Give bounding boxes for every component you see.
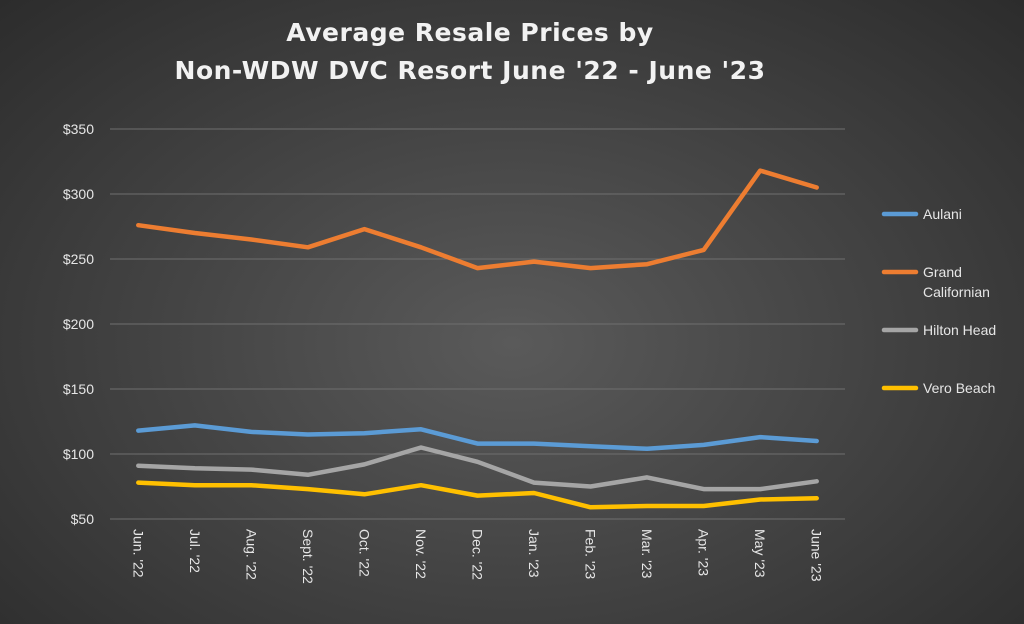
x-tick-label: Mar. '23	[639, 529, 655, 579]
y-tick-label: $50	[71, 511, 95, 527]
x-tick-label: Jul. '22	[187, 529, 203, 573]
x-tick-label: Aug. '22	[243, 529, 259, 580]
series-line	[136, 480, 819, 510]
x-tick-label: Feb. '23	[583, 529, 599, 579]
x-tick-label: Apr. '23	[696, 529, 712, 576]
y-tick-label: $350	[63, 121, 94, 137]
x-tick-label: Jun. '22	[130, 529, 146, 578]
chart-title-line-1: Average Resale Prices by	[286, 18, 654, 47]
legend-label: Vero Beach	[923, 380, 995, 396]
y-tick-label: $200	[63, 316, 94, 332]
series-line	[136, 445, 819, 492]
x-tick-label: Jan. '23	[526, 529, 542, 578]
y-tick-label: $300	[63, 186, 94, 202]
y-tick-label: $250	[63, 251, 94, 267]
y-tick-label: $100	[63, 446, 94, 462]
chart-title-line-2: Non-WDW DVC Resort June '22 - June '23	[174, 56, 766, 85]
x-tick-label: Nov. '22	[413, 529, 429, 579]
legend-label: Hilton Head	[923, 322, 996, 338]
x-tick-label: Oct. '22	[356, 529, 372, 577]
y-tick-label: $150	[63, 381, 94, 397]
x-tick-label: June '23	[809, 529, 825, 582]
legend-label: Californian	[923, 284, 990, 300]
series-line	[136, 423, 819, 452]
x-tick-label: Sept. '22	[300, 529, 316, 584]
x-tick-label: Dec. '22	[470, 529, 486, 580]
legend-label: Aulani	[923, 206, 962, 222]
x-tick-label: May '23	[752, 529, 768, 578]
legend-label: Grand	[923, 264, 962, 280]
series-line	[136, 168, 819, 271]
